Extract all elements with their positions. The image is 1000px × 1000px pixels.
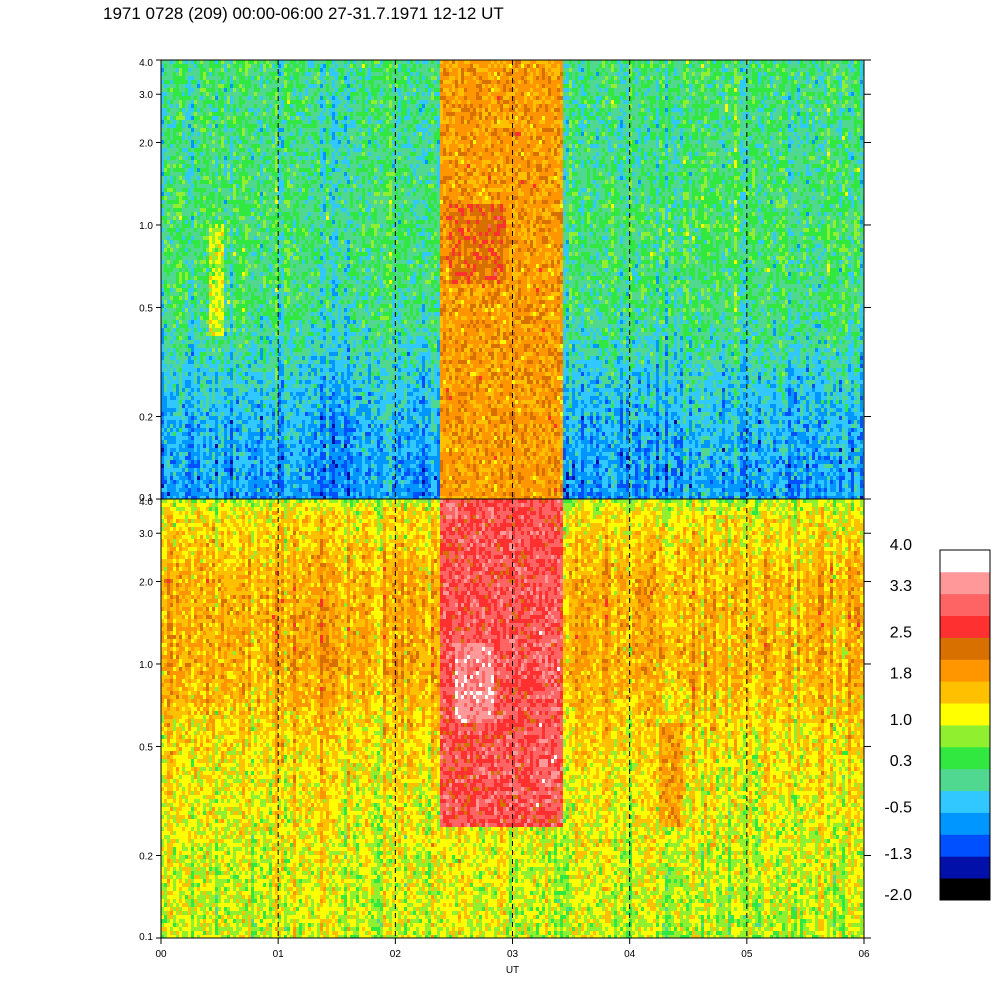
y-tick-label: 1.0: [139, 221, 153, 232]
colorbar-segment: [940, 638, 990, 660]
y-tick-label: 4.0: [139, 58, 153, 69]
spectrogram-chart: 0.10.20.51.02.03.04.00.10.20.51.02.03.04…: [0, 0, 1000, 1000]
x-tick-label: 04: [624, 949, 636, 960]
colorbar-segment: [940, 747, 990, 769]
colorbar-label: 4.0: [890, 537, 912, 554]
colorbar-label: -1.3: [884, 846, 912, 863]
x-tick-label: 03: [507, 949, 519, 960]
x-tick-label: 05: [741, 949, 753, 960]
y-tick-label: 2.0: [139, 138, 153, 149]
colorbar-segment: [940, 616, 990, 638]
y-tick-label: 0.2: [139, 852, 153, 863]
colorbar-label: 1.0: [890, 712, 912, 729]
x-tick-label: 02: [390, 949, 402, 960]
y-tick-label: 1.0: [139, 660, 153, 671]
y-tick-label: 0.2: [139, 413, 153, 424]
colorbar-segment: [940, 856, 990, 878]
colorbar-segment: [940, 791, 990, 813]
colorbar-label: 3.3: [890, 578, 912, 595]
colorbar-label: 0.3: [890, 753, 912, 770]
colorbar-segment: [940, 594, 990, 616]
y-tick-label: 2.0: [139, 577, 153, 588]
colorbar-label: 2.5: [890, 625, 912, 642]
colorbar-segment: [940, 834, 990, 856]
colorbar-segment: [940, 681, 990, 703]
y-tick-label: 3.0: [139, 529, 153, 540]
y-tick-label: 4.0: [139, 497, 153, 508]
x-tick-label: 01: [273, 949, 285, 960]
colorbar-segment: [940, 572, 990, 594]
colorbar-segment: [940, 550, 990, 572]
y-tick-label: 3.0: [139, 90, 153, 101]
y-tick-label: 0.5: [139, 742, 153, 753]
x-tick-label: 00: [155, 949, 167, 960]
y-tick-label: 0.5: [139, 303, 153, 314]
colorbar-segment: [940, 878, 990, 900]
colorbar-segment: [940, 813, 990, 835]
x-tick-label: 06: [858, 949, 870, 960]
colorbar-segment: [940, 725, 990, 747]
x-axis-label: UT: [506, 965, 519, 976]
y-tick-label: 0.1: [139, 932, 153, 943]
colorbar-segment: [940, 703, 990, 725]
colorbar-label: -0.5: [884, 800, 912, 817]
colorbar-segment: [940, 659, 990, 681]
colorbar-segment: [940, 769, 990, 791]
colorbar-label: 1.8: [890, 665, 912, 682]
colorbar-label: -2.0: [884, 887, 912, 904]
